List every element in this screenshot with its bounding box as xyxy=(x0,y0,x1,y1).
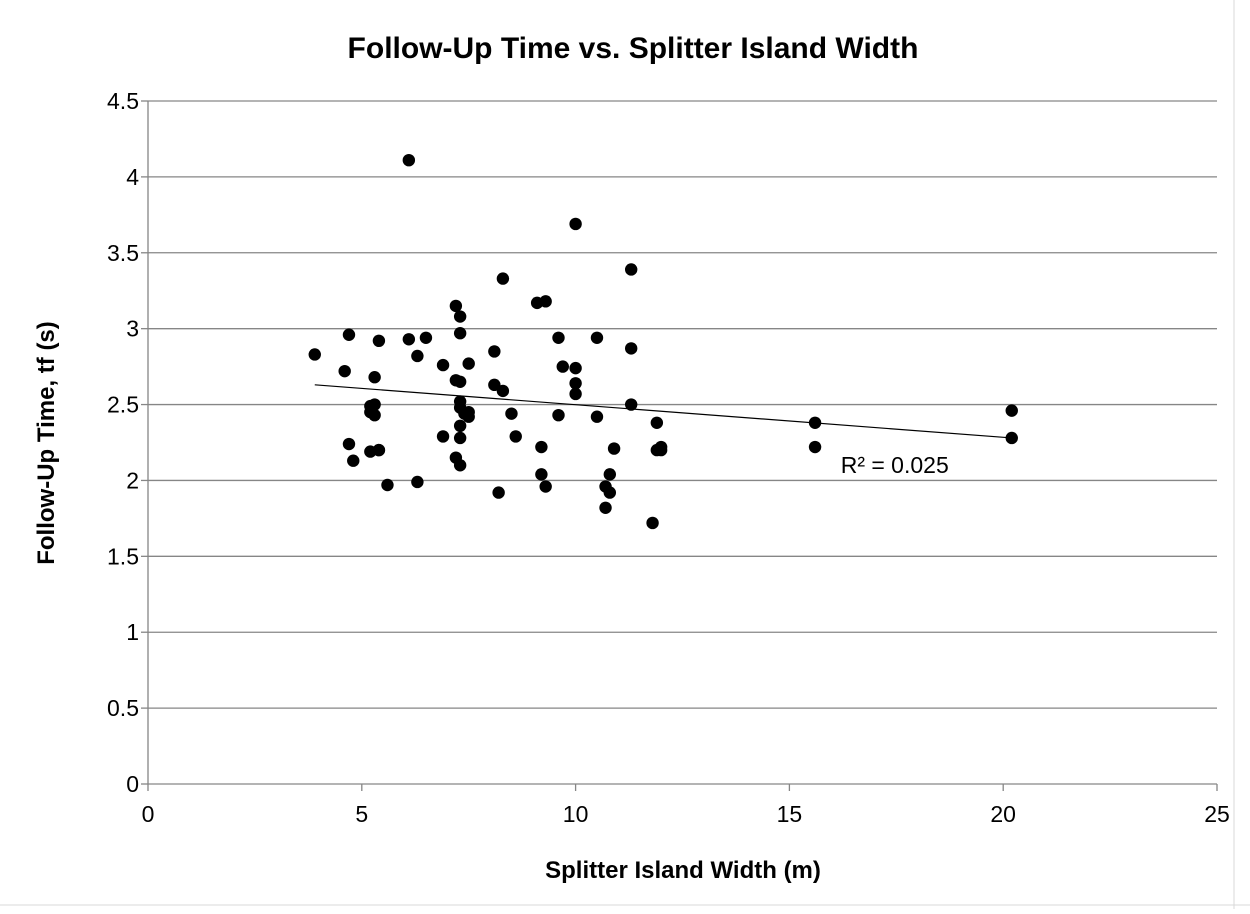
data-point xyxy=(808,440,822,454)
y-tick-label: 0 xyxy=(126,771,139,797)
x-axis-title: Splitter Island Width (m) xyxy=(545,857,821,884)
data-point xyxy=(624,398,638,411)
data-point xyxy=(368,408,381,422)
x-tick-label: 25 xyxy=(1204,801,1230,827)
data-point xyxy=(453,327,467,340)
y-tick-label: 4 xyxy=(126,164,139,190)
data-point xyxy=(436,358,450,372)
trendline xyxy=(314,384,1012,439)
axes xyxy=(141,100,1218,791)
data-point xyxy=(496,384,510,398)
data-point xyxy=(453,431,467,445)
data-point xyxy=(453,459,467,472)
r-squared-label: R² = 0.025 xyxy=(841,452,949,478)
x-tick-label: 5 xyxy=(355,801,368,827)
data-point xyxy=(308,348,321,361)
data-point xyxy=(650,416,664,429)
data-point xyxy=(607,442,621,455)
data-point xyxy=(569,217,582,231)
data-point xyxy=(462,357,475,370)
data-point xyxy=(453,310,467,323)
data-point xyxy=(624,342,638,355)
data-point xyxy=(402,333,416,346)
data-point xyxy=(509,430,522,443)
trendline-group: R² = 0.025 xyxy=(314,384,1012,478)
data-point xyxy=(539,295,552,308)
y-tick-labels: 0 0.5 1 1.5 2 2.5 3 3.5 4 4.5 xyxy=(107,88,139,797)
data-point xyxy=(535,440,548,454)
data-point xyxy=(368,398,381,411)
data-point xyxy=(449,299,463,313)
data-point xyxy=(453,375,467,388)
data-point xyxy=(624,263,638,276)
data-point xyxy=(535,468,548,481)
data-point xyxy=(411,475,424,489)
data-point xyxy=(419,331,433,344)
data-point xyxy=(453,419,467,433)
data-point xyxy=(462,410,475,423)
chart-title: Follow-Up Time vs. Splitter Island Width xyxy=(348,32,919,65)
data-point xyxy=(381,478,394,492)
data-point xyxy=(569,387,582,401)
data-point xyxy=(492,486,505,499)
data-point xyxy=(552,408,565,422)
x-tick-label: 10 xyxy=(563,801,589,827)
data-point xyxy=(556,360,569,373)
y-tick-label: 1 xyxy=(126,619,139,645)
y-axis-title: Follow-Up Time, tf (s) xyxy=(33,321,60,565)
data-point xyxy=(342,437,356,451)
x-tick-label: 15 xyxy=(777,801,803,827)
data-point xyxy=(1005,431,1018,445)
data-point xyxy=(654,443,668,457)
data-point xyxy=(603,486,617,499)
data-point xyxy=(496,272,510,285)
gridlines xyxy=(148,100,1217,709)
data-point xyxy=(436,430,450,443)
data-point xyxy=(808,416,822,429)
data-point xyxy=(590,410,604,423)
data-point xyxy=(603,468,617,481)
data-point xyxy=(488,345,501,358)
data-point xyxy=(338,364,351,378)
y-tick-label: 3 xyxy=(126,316,139,342)
data-point xyxy=(539,480,552,493)
data-point xyxy=(505,407,518,420)
y-tick-label: 2 xyxy=(126,467,139,493)
data-point xyxy=(569,377,582,390)
data-point xyxy=(372,443,386,457)
data-points xyxy=(308,153,1018,530)
data-point xyxy=(646,516,659,530)
y-tick-label: 3.5 xyxy=(107,240,139,266)
y-tick-label: 4.5 xyxy=(107,88,139,114)
data-point xyxy=(1005,404,1018,417)
y-tick-label: 2.5 xyxy=(107,392,139,418)
data-point xyxy=(402,153,416,167)
data-point xyxy=(590,331,604,344)
data-point xyxy=(552,331,565,344)
data-point xyxy=(372,334,386,348)
data-point xyxy=(347,454,360,467)
data-point xyxy=(368,371,381,384)
x-tick-labels: 0 5 10 15 20 25 xyxy=(142,801,1230,827)
data-point xyxy=(488,378,501,392)
x-tick-label: 20 xyxy=(990,801,1016,827)
data-point xyxy=(569,361,582,375)
data-point xyxy=(342,328,356,341)
y-tick-label: 0.5 xyxy=(107,695,139,721)
x-tick-label: 0 xyxy=(142,801,155,827)
data-point xyxy=(411,349,424,363)
y-tick-label: 1.5 xyxy=(107,543,139,569)
data-point xyxy=(599,501,612,514)
